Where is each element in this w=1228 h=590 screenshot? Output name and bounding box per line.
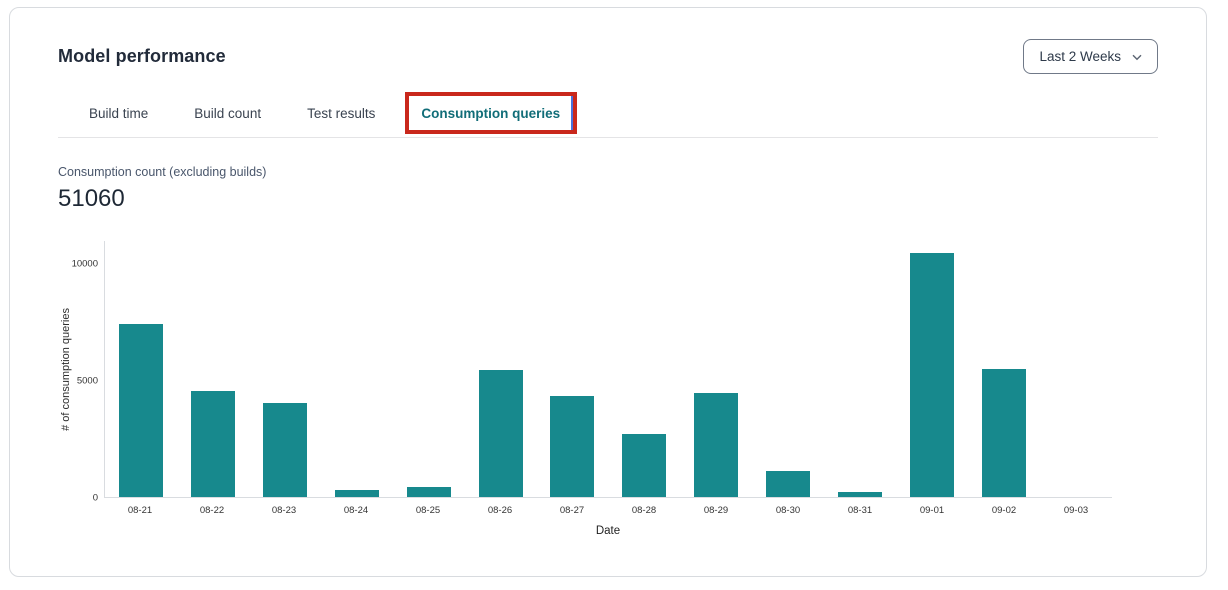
bar-slot-09-01 [896, 241, 968, 497]
bar-08-26 [478, 369, 523, 497]
y-tick-0: 0 [92, 492, 98, 504]
bar-08-28 [622, 433, 667, 497]
x-tick-08-24: 08-24 [343, 505, 369, 516]
y-axis-title-column: # of consumption queries [58, 241, 74, 498]
x-tick-08-27: 08-27 [559, 505, 585, 516]
x-tick-08-25: 08-25 [415, 505, 441, 516]
model-performance-card: Model performance Last 2 Weeks Build tim… [9, 7, 1207, 577]
bar-08-27 [550, 396, 595, 497]
bar-08-30 [766, 471, 811, 497]
x-axis-ticks: 08-21 08-22 08-23 08-24 08-25 08-26 08-27 08-28… [104, 505, 1112, 516]
bar-slot-08-24 [321, 241, 393, 497]
bar-slot-08-28 [608, 241, 680, 497]
x-tick-09-03: 09-03 [1063, 505, 1089, 516]
bar-09-01 [910, 252, 955, 497]
y-tick-5000: 5000 [76, 375, 98, 387]
bar-slot-08-27 [537, 241, 609, 497]
y-axis-ticks: 0 5000 10000 [71, 241, 104, 504]
metric-label: Consumption count (excluding builds) [58, 165, 267, 179]
consumption-count-metric: Consumption count (excluding builds) 510… [58, 165, 1158, 213]
tab-test-results[interactable]: Test results [307, 106, 376, 121]
bar-08-31 [838, 492, 883, 497]
date-range-dropdown[interactable]: Last 2 Weeks [1023, 38, 1158, 74]
x-tick-08-30: 08-30 [775, 505, 801, 516]
header: Model performance Last 2 Weeks [10, 8, 1206, 76]
bar-08-22 [190, 390, 235, 497]
x-axis-title: Date [595, 525, 621, 537]
x-tick-09-01: 09-01 [919, 505, 945, 516]
bar-slot-08-23 [249, 241, 321, 497]
metric-value: 51060 [58, 185, 125, 212]
tab-build-time[interactable]: Build time [89, 106, 149, 121]
x-tick-08-23: 08-23 [271, 505, 297, 516]
tab-bar: Build time Build count Test results Cons… [58, 92, 1158, 138]
bar-slot-08-30 [752, 241, 824, 497]
y-tick-10000: 10000 [71, 258, 98, 270]
bar-09-02 [982, 368, 1027, 497]
tab-consumption-queries-label: Consumption queries [421, 106, 561, 121]
bar-08-29 [694, 393, 739, 497]
consumption-queries-chart: # of consumption queries 0 5000 10000 08-2… [58, 241, 1206, 537]
plot-area [104, 241, 1112, 498]
chevron-down-icon [1132, 52, 1142, 61]
bar-slot-09-02 [968, 241, 1040, 497]
bar-slot-08-22 [177, 241, 249, 497]
bar-08-24 [334, 489, 379, 497]
bar-slot-08-26 [465, 241, 537, 497]
bar-slot-09-03 [1040, 241, 1112, 497]
x-tick-08-29: 08-29 [703, 505, 729, 516]
x-tick-08-28: 08-28 [631, 505, 657, 516]
x-tick-09-02: 09-02 [991, 505, 1017, 516]
bar-08-25 [406, 487, 451, 497]
bar-08-21 [118, 324, 163, 497]
bar-slot-08-25 [393, 241, 465, 497]
bar-08-23 [262, 402, 307, 497]
bar-slot-08-21 [105, 241, 177, 497]
plot-column: 08-21 08-22 08-23 08-24 08-25 08-26 08-27 08-28… [104, 241, 1112, 537]
bar-slot-08-29 [680, 241, 752, 497]
tab-build-count[interactable]: Build count [194, 106, 262, 121]
date-range-value: Last 2 Weeks [1039, 48, 1121, 64]
x-tick-08-21: 08-21 [127, 505, 153, 516]
x-tick-08-31: 08-31 [847, 505, 873, 516]
x-tick-08-26: 08-26 [487, 505, 513, 516]
y-axis-title: # of consumption queries [60, 308, 72, 431]
tab-consumption-queries[interactable]: Consumption queries [405, 92, 578, 137]
page-title: Model performance [58, 45, 226, 66]
x-tick-08-22: 08-22 [199, 505, 225, 516]
bar-slot-08-31 [824, 241, 896, 497]
